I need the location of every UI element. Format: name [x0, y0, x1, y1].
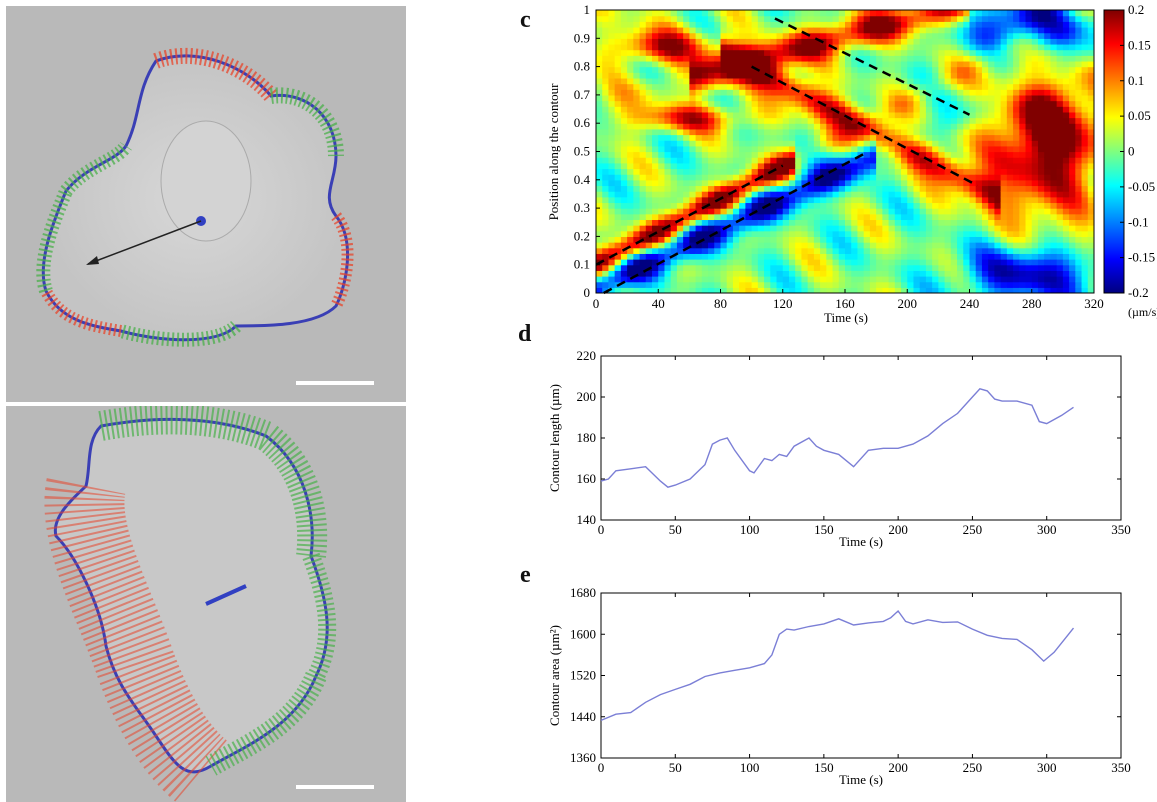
kymograph-ytick-8: 0.8 [574, 59, 590, 74]
kymograph-ylabel: Position along the contour [546, 83, 561, 221]
colorbar-tick-8: -0.2 [1128, 285, 1149, 300]
kymograph-ytick-1: 0.1 [574, 257, 590, 272]
kymograph-ytick-4: 0.4 [574, 172, 591, 187]
micrograph-a [6, 6, 406, 402]
colorbar-unit: (µm/s) [1128, 305, 1157, 319]
panel-label-d: d [518, 321, 532, 347]
dashed-line-0 [595, 164, 784, 266]
colorbar-tick-0: 0.2 [1128, 2, 1144, 17]
kymograph-ytick-0: 0 [584, 285, 591, 300]
colorbar-ticks: 0.2 0.15 0.1 0.05 0 -0.05 -0.1 -0.15 -0.2 [1120, 2, 1155, 300]
cell-contour-b [44, 406, 337, 802]
colorbar-tick-7: -0.15 [1128, 250, 1155, 265]
kymograph-ytick-5: 0.5 [574, 144, 590, 159]
dashed-line-2 [751, 65, 978, 187]
kymograph-ytick-10: 1 [584, 2, 591, 17]
cell-contour-a [36, 47, 354, 347]
dashed-line-1 [603, 150, 869, 295]
scale-bar-b [296, 785, 374, 789]
kymograph-xtick-5: 200 [898, 296, 918, 311]
kymograph-ytick-2: 0.2 [574, 228, 590, 243]
kymograph-heatmap [596, 10, 1094, 293]
kymograph-ytick-6: 0.6 [574, 115, 591, 130]
colorbar-tick-4: 0 [1128, 144, 1135, 159]
kymograph-xtick-2: 80 [714, 296, 727, 311]
kymograph-xtick-6: 240 [960, 296, 980, 311]
panel-label-e: e [520, 562, 531, 588]
kymograph-ytick-9: 0.9 [574, 30, 590, 45]
dashed-line-3 [774, 17, 971, 116]
kymograph-xtick-1: 40 [652, 296, 665, 311]
colorbar-tick-6: -0.1 [1128, 214, 1149, 229]
kymograph-xlabel: Time (s) [824, 310, 868, 325]
kymograph-xtick-0: 0 [593, 296, 600, 311]
micrograph-b [6, 406, 406, 802]
colorbar-tick-2: 0.1 [1128, 73, 1144, 88]
kymograph-xtick-7: 280 [1022, 296, 1042, 311]
kymograph-xtick-4: 160 [835, 296, 855, 311]
kymograph-ytick-7: 0.7 [574, 87, 591, 102]
kymograph-ytick-3: 0.3 [574, 200, 590, 215]
kymograph-xtick-3: 120 [773, 296, 793, 311]
colorbar-tick-1: 0.15 [1128, 37, 1151, 52]
kymograph-dashed-lines [595, 17, 978, 295]
kymograph-xtick-8: 320 [1084, 296, 1104, 311]
colorbar-tick-3: 0.05 [1128, 108, 1151, 123]
scale-bar-a [296, 381, 374, 385]
panel-label-c: c [520, 7, 531, 33]
colorbar-tick-5: -0.05 [1128, 179, 1155, 194]
